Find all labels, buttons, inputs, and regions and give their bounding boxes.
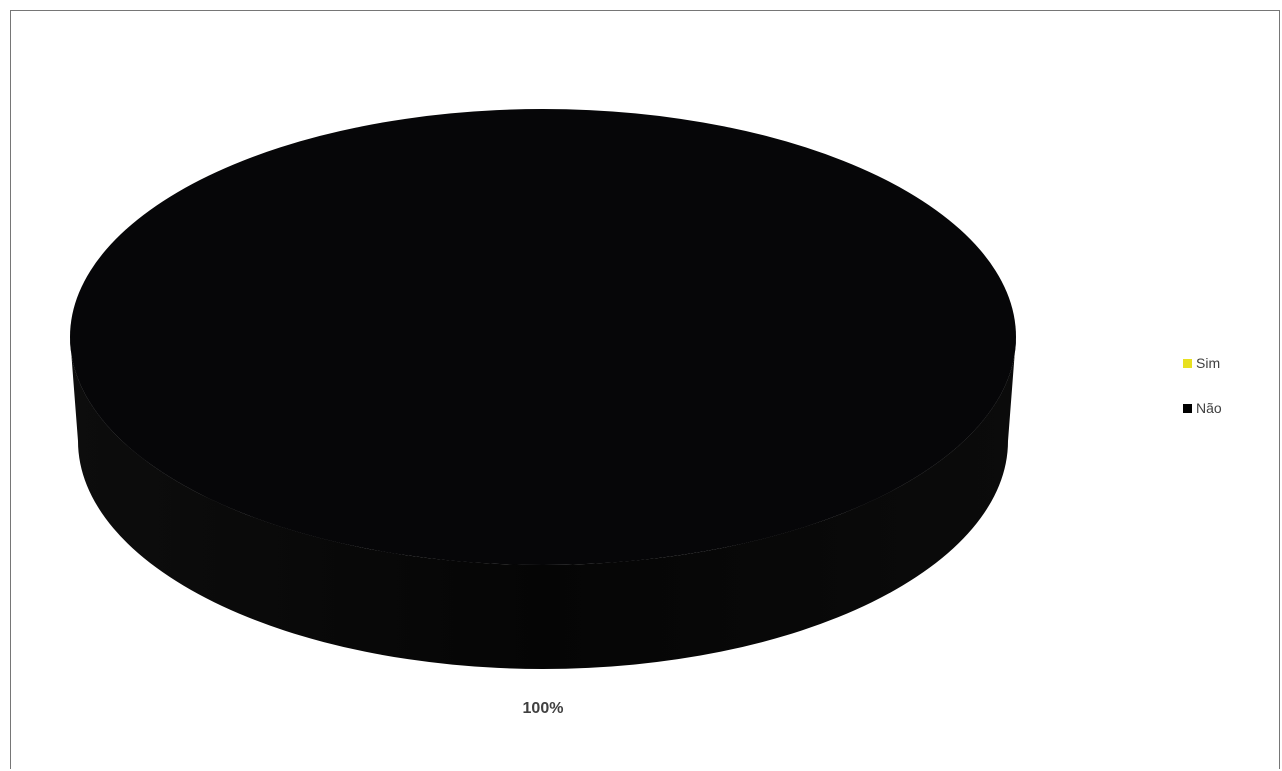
legend-label-nao: Não	[1196, 400, 1222, 416]
legend-item-sim[interactable]: Sim	[1183, 352, 1222, 374]
pie-slice-nao[interactable]	[70, 109, 1016, 565]
legend-item-nao[interactable]: Não	[1183, 397, 1222, 419]
data-label-nao: 100%	[523, 700, 564, 717]
legend-swatch-sim	[1183, 358, 1192, 368]
legend: Sim Não	[1183, 352, 1222, 442]
pie-side-wall	[70, 337, 1016, 669]
legend-label-sim: Sim	[1196, 355, 1221, 371]
legend-swatch-nao	[1183, 403, 1192, 413]
